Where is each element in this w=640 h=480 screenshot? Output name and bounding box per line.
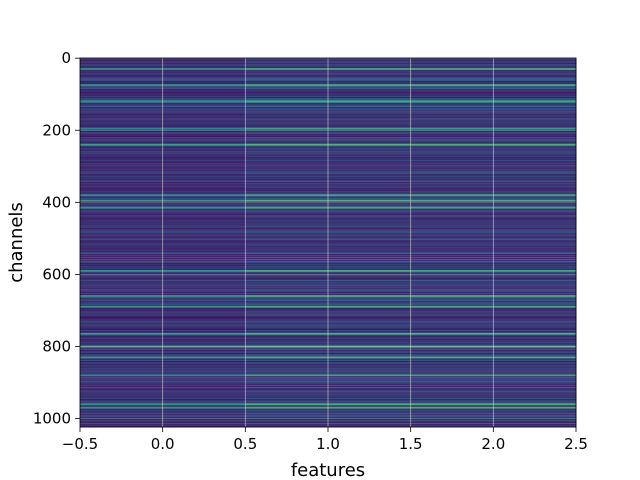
x-tick-label: 1.5 bbox=[399, 435, 423, 453]
y-tick-label: 600 bbox=[42, 265, 71, 283]
x-axis: −0.5 0.0 0.5 1.0 1.5 2.0 2.5 bbox=[62, 427, 588, 453]
x-axis-label: features bbox=[291, 460, 365, 480]
x-tick-label: 0.5 bbox=[233, 435, 257, 453]
y-tick-label: 200 bbox=[42, 121, 71, 139]
y-axis: 0 200 400 600 800 1000 bbox=[33, 49, 80, 428]
y-axis-label: channels bbox=[6, 202, 27, 283]
x-tick-label: 1.0 bbox=[316, 435, 340, 453]
y-tick-label: 800 bbox=[42, 337, 71, 355]
x-tick-label: −0.5 bbox=[62, 435, 98, 453]
x-tick-label: 2.5 bbox=[564, 435, 588, 453]
y-tick-label: 0 bbox=[61, 49, 71, 67]
y-tick-label: 1000 bbox=[33, 410, 71, 428]
x-tick-label: 0.0 bbox=[151, 435, 175, 453]
y-tick-label: 400 bbox=[42, 193, 71, 211]
x-tick-label: 2.0 bbox=[481, 435, 505, 453]
